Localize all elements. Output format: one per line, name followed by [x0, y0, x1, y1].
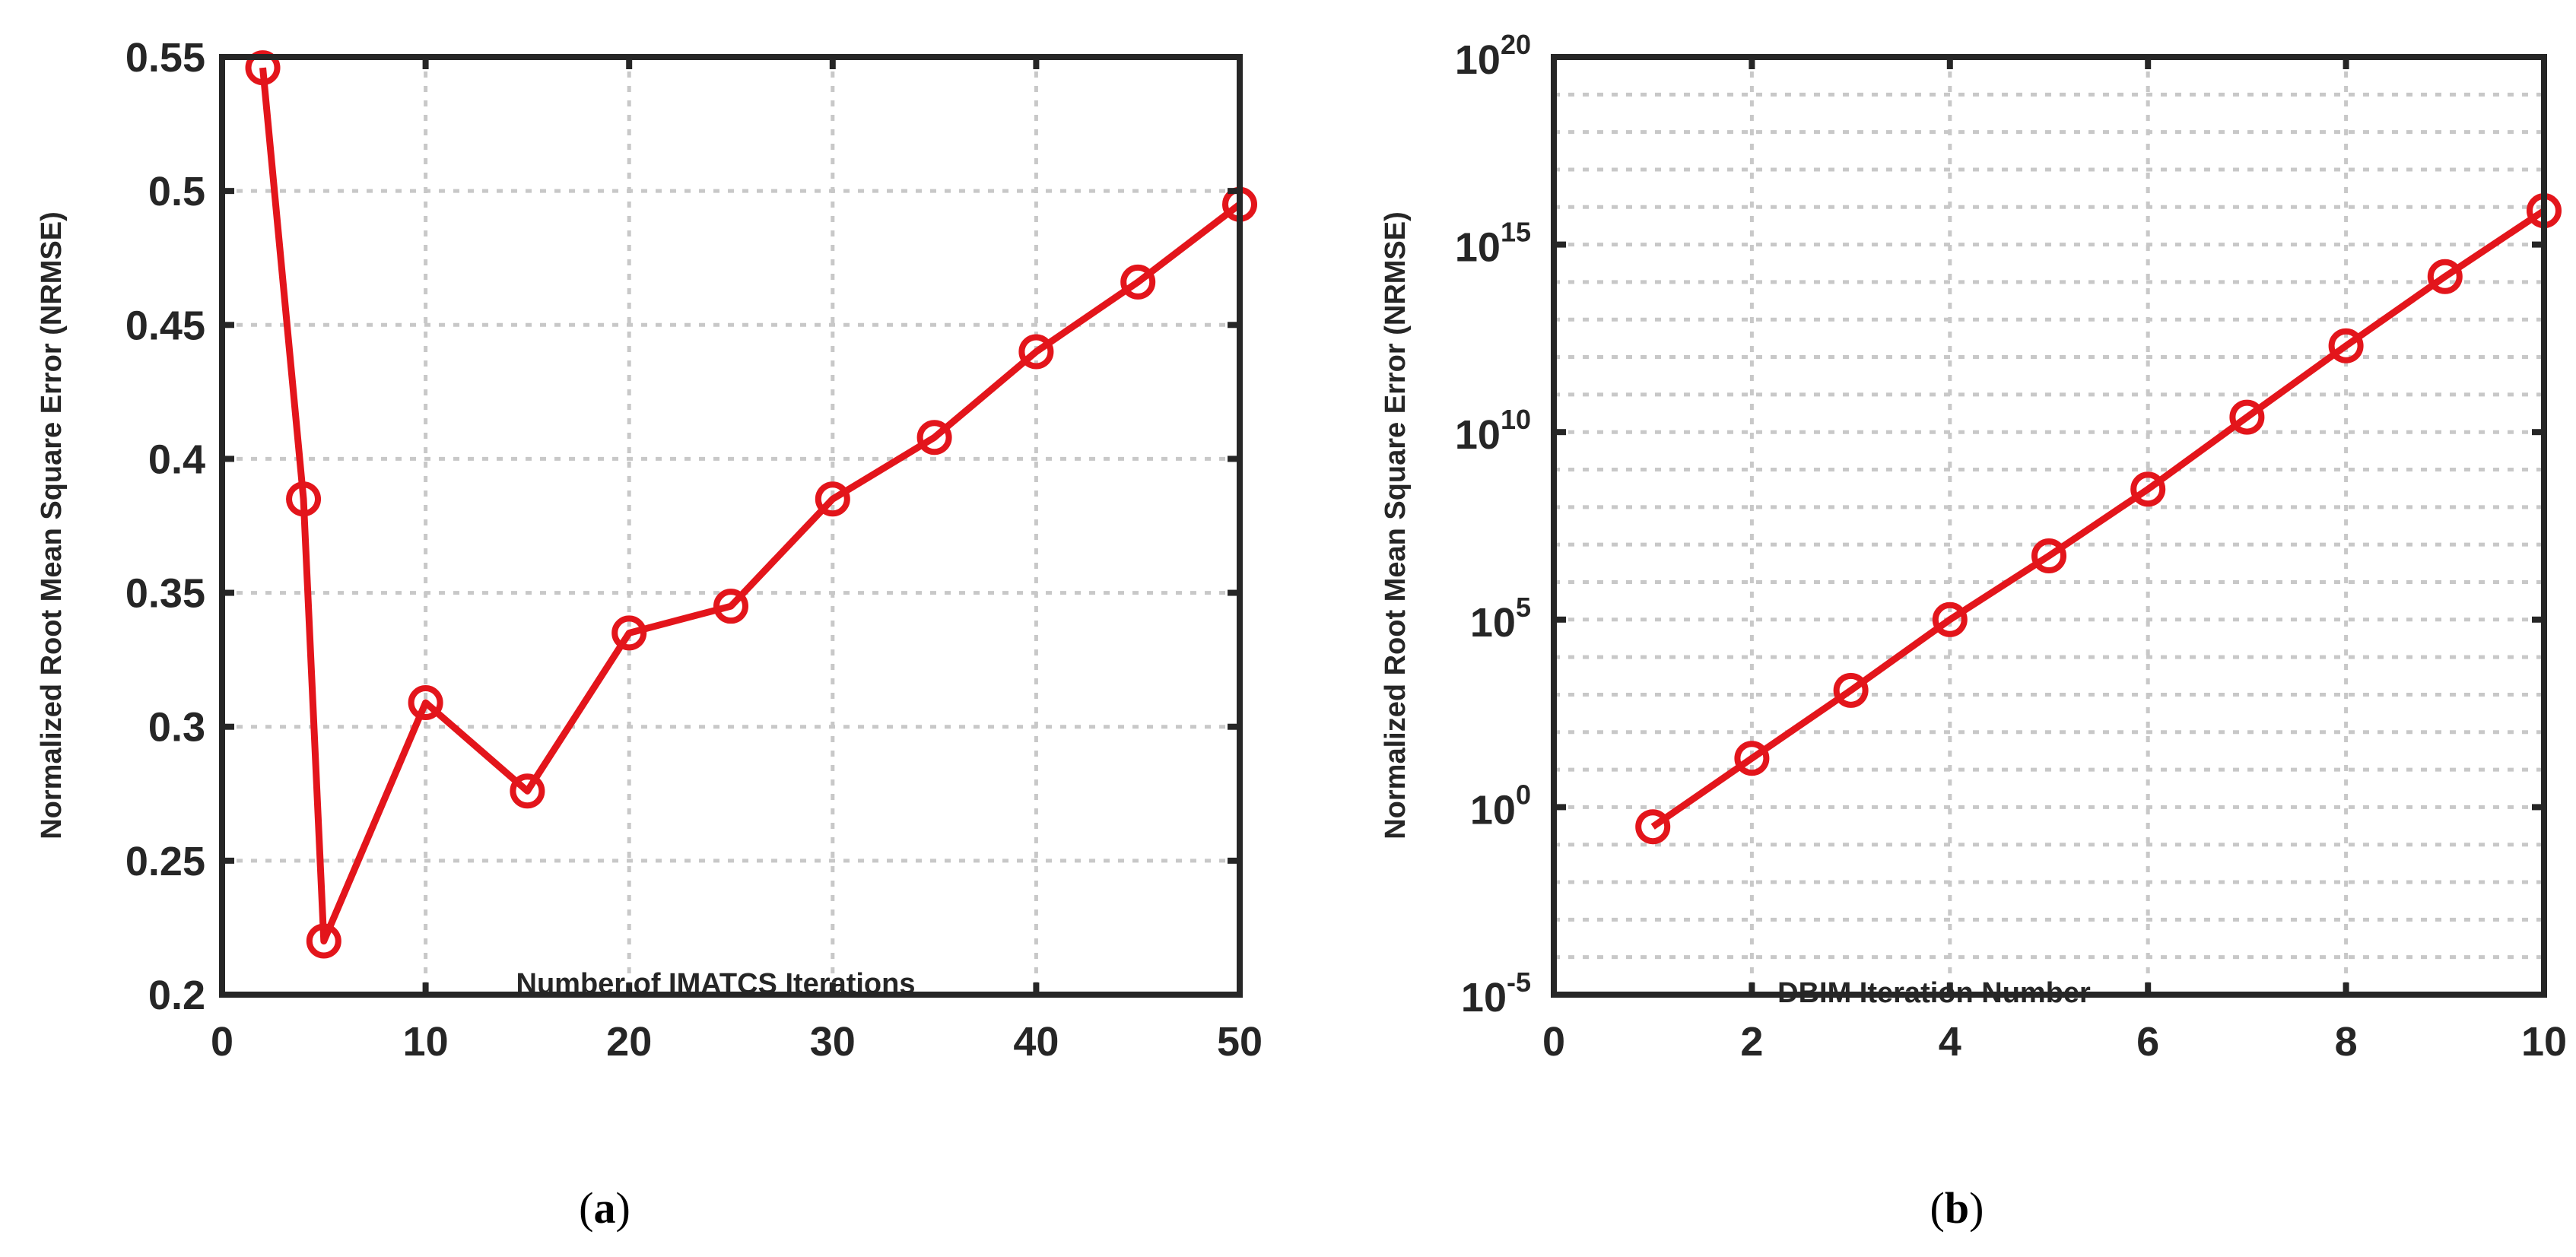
chart-b-x-ticks: 0 2 4 6 8 10 — [1542, 57, 2567, 1065]
chart-a-y-tick-label: 0.4 — [148, 436, 205, 482]
chart-a-y-tick-label: 0.55 — [125, 35, 205, 81]
chart-b-data-point — [2427, 259, 2463, 294]
chart-a-series — [245, 50, 1257, 959]
chart-b-y-tick-label: 1015 — [1455, 217, 1531, 271]
chart-b-frame — [1551, 54, 2547, 998]
chart-a-y-tick-label: 0.35 — [125, 571, 205, 617]
chart-b-y-axis-label: Normalized Root Mean Square Error (NRMSE… — [1380, 211, 1412, 840]
chart-a-y-tick-label: 0.45 — [125, 303, 205, 348]
chart-a-caption: (a) — [579, 1183, 631, 1233]
chart-a-data-point — [510, 773, 545, 809]
chart-b-x-tick-label: 10 — [2521, 1019, 2567, 1065]
chart-b-y-ticks: 10-5 100 105 1010 1015 1020 — [1455, 29, 2544, 1021]
chart-a-y-ticks: 0.2 0.25 0.3 0.35 0.4 0.45 0.5 0.55 — [125, 35, 1240, 1018]
chart-b-data-point — [1734, 741, 1770, 776]
chart-b-series — [1635, 193, 2562, 845]
chart-a-data-point — [916, 420, 952, 456]
chart-b-x-tick-label: 8 — [2335, 1019, 2358, 1065]
chart-a-data-point — [611, 615, 647, 651]
chart-b-data-point — [1635, 809, 1671, 845]
chart-b-data-point — [2130, 471, 2166, 507]
chart-a-series-line — [259, 67, 1242, 945]
chart-a-y-tick-label: 0.2 — [148, 973, 205, 1018]
chart-a-x-tick-label: 40 — [1013, 1019, 1059, 1065]
chart-a-data-point — [286, 481, 322, 517]
chart-b-data-point — [2328, 328, 2364, 363]
chart-b-x-tick-label: 4 — [1939, 1019, 1961, 1065]
chart-a-data-point — [1018, 334, 1054, 370]
chart-b-data-point — [2031, 538, 2066, 574]
chart-a-grid — [222, 57, 1240, 995]
chart-b-y-tick-label: 105 — [1470, 592, 1531, 646]
chart-a-data-point — [306, 923, 341, 959]
chart-b-caption-letter: b — [1945, 1183, 1969, 1233]
chart-b-data-point — [1932, 602, 1968, 637]
chart-b-caption: (b) — [1930, 1183, 1984, 1233]
chart-a-frame — [219, 54, 1243, 998]
chart-a-data-point — [245, 50, 281, 86]
chart-a-x-axis-label: Number of IMATCS Iterations — [516, 968, 916, 1000]
chart-b-y-tick-label: 10-5 — [1461, 967, 1531, 1021]
chart-b-x-axis-label: DBIM Iteration Number — [1777, 977, 2091, 1009]
chart-b-data-point — [1833, 672, 1869, 708]
chart-b-y-tick-label: 1010 — [1455, 404, 1531, 458]
chart-a-y-tick-label: 0.5 — [148, 169, 205, 214]
chart-a-x-tick-label: 0 — [211, 1019, 233, 1065]
chart-b-y-tick-label: 100 — [1470, 779, 1531, 833]
chart-a-x-tick-label: 10 — [403, 1019, 449, 1065]
chart-a-data-point — [713, 589, 748, 624]
chart-b-x-tick-label: 0 — [1542, 1019, 1565, 1065]
chart-a-x-tick-label: 50 — [1217, 1019, 1263, 1065]
chart-a-caption-letter: a — [594, 1183, 616, 1233]
chart-b-x-tick-label: 6 — [2136, 1019, 2159, 1065]
chart-b-y-tick-label: 1020 — [1455, 29, 1531, 83]
chart-a-data-point — [1120, 264, 1156, 300]
chart-a-x-ticks: 0 10 20 30 40 50 — [211, 57, 1263, 1065]
chart-a-x-tick-label: 30 — [810, 1019, 856, 1065]
chart-b-series-line — [1650, 208, 2546, 830]
chart-a-y-tick-label: 0.25 — [125, 839, 205, 884]
chart-a-data-point — [408, 685, 443, 721]
chart-b-data-point — [2229, 399, 2265, 435]
chart-b-x-tick-label: 2 — [1740, 1019, 1763, 1065]
chart-a-data-point — [815, 481, 850, 517]
chart-a-y-tick-label: 0.3 — [148, 705, 205, 751]
chart-a-x-tick-label: 20 — [606, 1019, 652, 1065]
chart-a: 0 10 20 30 40 50 0.2 0.25 0.3 0.35 0.4 0.45 0.5 0.55… — [36, 35, 1263, 1233]
chart-b-grid — [1554, 57, 2544, 995]
chart-a-y-axis-label: Normalized Root Mean Square Error (NRMSE… — [36, 211, 68, 840]
chart-b: 0 2 4 6 8 10 10-5 100 105 1010 1015 1020 DBIM Iter… — [1380, 29, 2567, 1233]
